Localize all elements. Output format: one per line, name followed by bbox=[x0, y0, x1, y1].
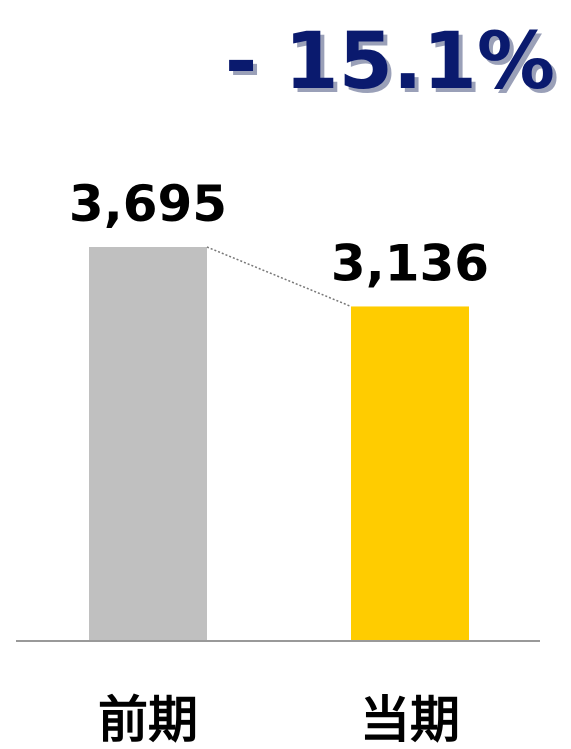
connector-line bbox=[206, 246, 352, 308]
bar-current bbox=[351, 306, 469, 640]
change-annotation: - 15.1% - 15.1% bbox=[225, 17, 559, 111]
value-label: 3,695 bbox=[69, 175, 227, 233]
category-label: 当期 bbox=[360, 691, 460, 749]
category-label: 前期 bbox=[98, 691, 198, 749]
bars-group bbox=[89, 247, 469, 640]
bar-previous bbox=[89, 247, 207, 640]
value-labels-group: 3,695 3,136 bbox=[69, 175, 489, 292]
category-labels-group: 前期 当期 bbox=[98, 691, 460, 749]
change-annotation-text: - 15.1% bbox=[225, 17, 555, 107]
value-label: 3,136 bbox=[331, 234, 489, 292]
change-annotation-shadow: - 15.1% bbox=[229, 21, 559, 111]
